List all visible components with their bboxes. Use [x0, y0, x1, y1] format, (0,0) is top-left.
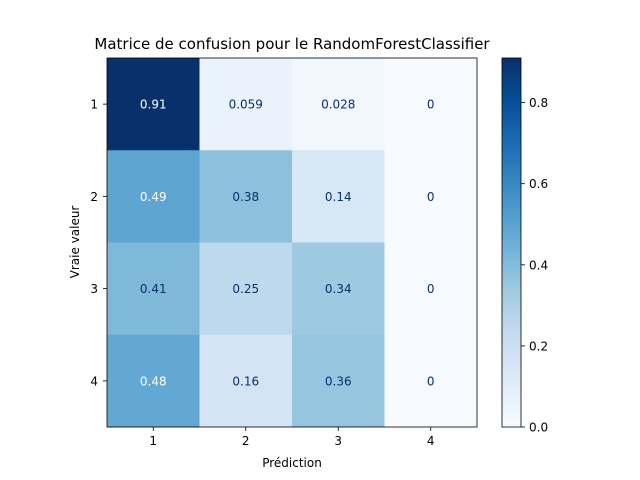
cell-value-label: 0.25: [232, 282, 259, 296]
colorbar-tick-label: 0.4: [529, 258, 548, 272]
y-tick-label: 3: [90, 282, 98, 296]
heatmap-cell: [107, 242, 200, 336]
colorbar-ticks: 0.0 0.2 0.4 0.6 0.8: [521, 96, 548, 435]
cell-value-label: 0.059: [229, 98, 263, 112]
colorbar-tick-label: 0.2: [529, 339, 548, 353]
colorbar-tick-label: 0.0: [529, 421, 548, 435]
cell-value-label: 0.41: [140, 282, 167, 296]
cell-value-label: 0.49: [140, 190, 167, 204]
y-axis-ticks: 1 2 3 4: [90, 98, 107, 388]
colorbar: [501, 57, 522, 428]
y-tick-label: 4: [90, 374, 98, 388]
cell-value-label: 0.36: [325, 374, 352, 388]
heatmap-cell: [292, 58, 385, 151]
heatmap-cell: [107, 334, 200, 428]
heatmap-cell: [292, 334, 385, 428]
chart-title: Matrice de confusion pour le RandomFores…: [94, 35, 490, 53]
heatmap-cell: [199, 242, 293, 336]
heatmap-cell-labels: 0.91 0.059 0.028 0 0.49 0.38 0.14 0 0.41 0.25 0.34…: [140, 98, 435, 389]
x-tick-label: 3: [334, 434, 342, 448]
cell-value-label: 0.48: [140, 374, 167, 388]
heatmap-cell: [384, 150, 478, 243]
colorbar-tick-label: 0.6: [529, 177, 548, 191]
cell-value-label: 0.14: [325, 190, 352, 204]
heatmap-cells: [107, 58, 478, 428]
heatmap-cell: [199, 150, 293, 243]
heatmap-cell: [107, 150, 200, 243]
cell-value-label: 0.028: [321, 98, 355, 112]
heatmap-cell: [384, 58, 478, 151]
cell-value-label: 0: [427, 374, 435, 388]
cell-value-label: 0.38: [232, 190, 259, 204]
heatmap-cell: [384, 334, 478, 428]
cell-value-label: 0.16: [232, 374, 259, 388]
heatmap-cell: [384, 242, 478, 336]
x-tick-label: 2: [242, 434, 250, 448]
y-axis-label: Vraie valeur: [68, 206, 82, 279]
heatmap-cell: [199, 58, 293, 151]
y-tick-label: 2: [90, 190, 98, 204]
colorbar-tick-label: 0.8: [529, 96, 548, 110]
x-axis-label: Prédiction: [262, 456, 322, 470]
cell-value-label: 0.91: [140, 98, 167, 112]
cell-value-label: 0: [427, 98, 435, 112]
heatmap-cell: [292, 150, 385, 243]
cell-value-label: 0: [427, 190, 435, 204]
x-tick-label: 1: [149, 434, 157, 448]
heatmap-cell: [107, 58, 200, 151]
x-axis-ticks: 1 2 3 4: [149, 427, 435, 448]
cell-value-label: 0: [427, 282, 435, 296]
plot-frame: [106, 57, 478, 428]
y-tick-label: 1: [90, 98, 98, 112]
heatmap-cell: [292, 242, 385, 336]
heatmap-cell: [199, 334, 293, 428]
cell-value-label: 0.34: [325, 282, 352, 296]
x-tick-label: 4: [427, 434, 435, 448]
